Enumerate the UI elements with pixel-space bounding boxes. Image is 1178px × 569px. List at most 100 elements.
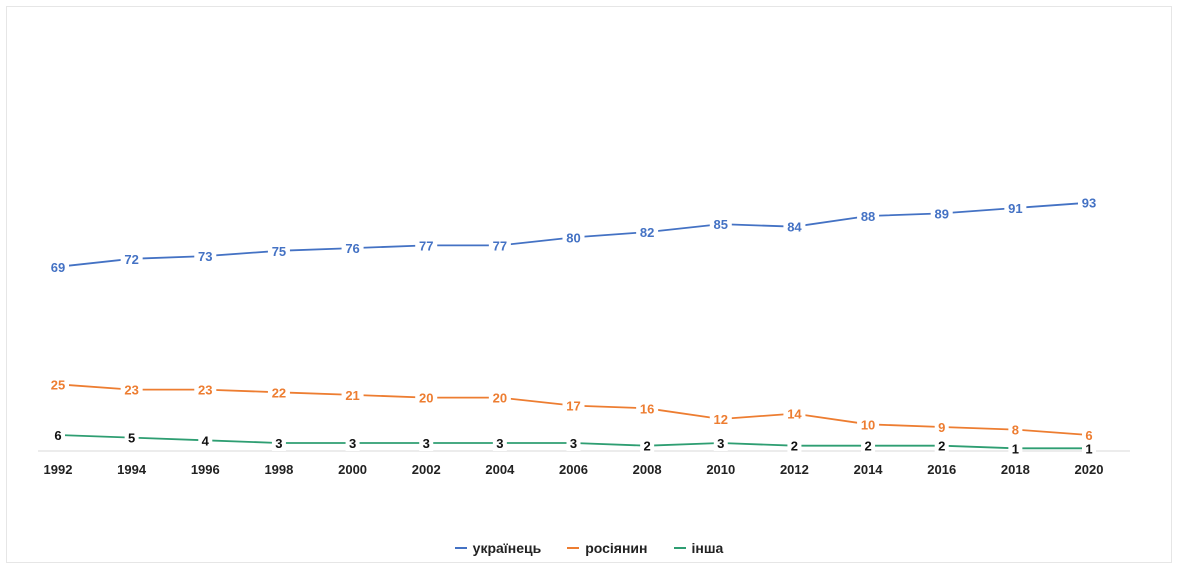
data-label-bg <box>1004 200 1027 217</box>
data-label-other: 3 <box>570 436 577 451</box>
data-label-other: 2 <box>864 439 871 454</box>
data-label-bg <box>492 434 507 451</box>
data-label-other: 3 <box>349 436 356 451</box>
x-tick-label: 2012 <box>780 462 809 477</box>
data-label-bg <box>419 434 434 451</box>
data-label-ukrainian: 80 <box>566 230 580 245</box>
x-tick-label: 1996 <box>191 462 220 477</box>
data-label-russian: 9 <box>938 420 945 435</box>
data-label-ukrainian: 91 <box>1008 201 1022 216</box>
data-label-ukrainian: 72 <box>124 252 138 267</box>
legend-label-ukrainian: українець <box>472 540 542 556</box>
data-label-bg <box>934 437 949 454</box>
data-label-bg <box>934 418 949 435</box>
data-label-other: 2 <box>644 439 651 454</box>
x-tick-label: 2008 <box>633 462 662 477</box>
data-label-bg <box>1082 426 1096 443</box>
data-label-bg <box>713 434 728 451</box>
data-label-other: 2 <box>938 439 945 454</box>
data-label-ukrainian: 84 <box>787 220 802 235</box>
data-label-russian: 25 <box>51 377 65 392</box>
data-label-bg <box>47 258 69 275</box>
data-label-bg <box>271 434 286 451</box>
data-label-ukrainian: 88 <box>861 209 875 224</box>
legend-item-ukrainian[interactable]: українець <box>454 540 542 556</box>
x-tick-label: 2018 <box>1001 462 1030 477</box>
data-label-bg <box>415 237 438 254</box>
data-label-other: 4 <box>202 433 210 448</box>
data-label-russian: 16 <box>640 401 654 416</box>
x-tick-label: 2014 <box>854 462 884 477</box>
data-label-russian: 21 <box>345 388 359 403</box>
x-tick-label: 1994 <box>117 462 147 477</box>
data-label-bg <box>1008 440 1023 457</box>
x-tick-label: 2000 <box>338 462 367 477</box>
data-label-bg <box>709 410 732 427</box>
data-label-other: 3 <box>275 436 282 451</box>
data-label-bg <box>636 224 659 241</box>
data-label-bg <box>1078 194 1100 211</box>
data-label-bg <box>783 405 806 422</box>
data-label-russian: 20 <box>419 391 433 406</box>
data-label-russian: 12 <box>714 412 728 427</box>
legend-swatch-other <box>673 547 686 549</box>
x-tick-label: 2006 <box>559 462 588 477</box>
data-label-russian: 23 <box>124 383 138 398</box>
data-label-russian: 20 <box>493 391 507 406</box>
x-tick-label: 2004 <box>485 462 515 477</box>
data-label-bg <box>566 434 581 451</box>
data-label-bg <box>1082 440 1096 457</box>
data-label-ukrainian: 76 <box>345 241 359 256</box>
legend: українець росіянин інша <box>0 540 1178 556</box>
x-tick-label: 2010 <box>706 462 735 477</box>
data-label-bg <box>930 205 953 222</box>
data-label-russian: 8 <box>1012 423 1019 438</box>
data-label-bg <box>488 389 511 406</box>
legend-item-russian[interactable]: росіянин <box>567 540 648 556</box>
data-label-bg <box>51 426 65 443</box>
data-label-bg <box>857 208 880 225</box>
x-tick-labels: 1992 1994 1996 1998 2000 2002 2004 2006 2008 2010… <box>44 462 1104 477</box>
data-label-bg <box>488 237 511 254</box>
x-tick-label: 2016 <box>927 462 956 477</box>
data-label-ukrainian: 73 <box>198 249 212 264</box>
data-label-bg <box>1008 421 1023 438</box>
data-label-ukrainian: 89 <box>934 206 948 221</box>
data-label-other: 1 <box>1012 441 1019 456</box>
data-label-ukrainian: 82 <box>640 225 654 240</box>
data-label-ukrainian: 93 <box>1082 196 1096 211</box>
data-label-other: 6 <box>54 428 61 443</box>
data-label-russian: 23 <box>198 383 212 398</box>
legend-swatch-ukrainian <box>454 547 467 549</box>
data-label-bg <box>194 248 217 265</box>
data-label-ukrainian: 77 <box>419 238 433 253</box>
legend-item-other[interactable]: інша <box>673 540 724 556</box>
data-label-bg <box>267 384 290 401</box>
data-label-bg <box>787 437 802 454</box>
data-label-other: 1 <box>1085 441 1092 456</box>
data-label-bg <box>562 229 585 246</box>
data-label-bg <box>861 437 876 454</box>
x-tick-label: 1998 <box>264 462 293 477</box>
data-label-bg <box>120 250 143 267</box>
data-label-russian: 17 <box>566 399 580 414</box>
data-label-other: 3 <box>496 436 503 451</box>
data-label-other: 5 <box>128 431 135 446</box>
data-label-bg <box>341 240 364 257</box>
data-label-bg <box>267 242 290 259</box>
x-tick-label: 2002 <box>412 462 441 477</box>
data-label-russian: 14 <box>787 407 802 422</box>
data-label-ukrainian: 69 <box>51 260 65 275</box>
data-label-russian: 22 <box>272 385 286 400</box>
chart-frame <box>6 6 1172 563</box>
legend-label-other: інша <box>691 540 724 556</box>
x-tick-label: 2020 <box>1075 462 1104 477</box>
data-label-ukrainian: 85 <box>714 217 728 232</box>
data-label-bg <box>562 397 585 414</box>
data-label-ukrainian: 77 <box>493 238 507 253</box>
data-label-bg <box>415 389 438 406</box>
data-label-other: 2 <box>791 439 798 454</box>
data-label-other: 3 <box>423 436 430 451</box>
